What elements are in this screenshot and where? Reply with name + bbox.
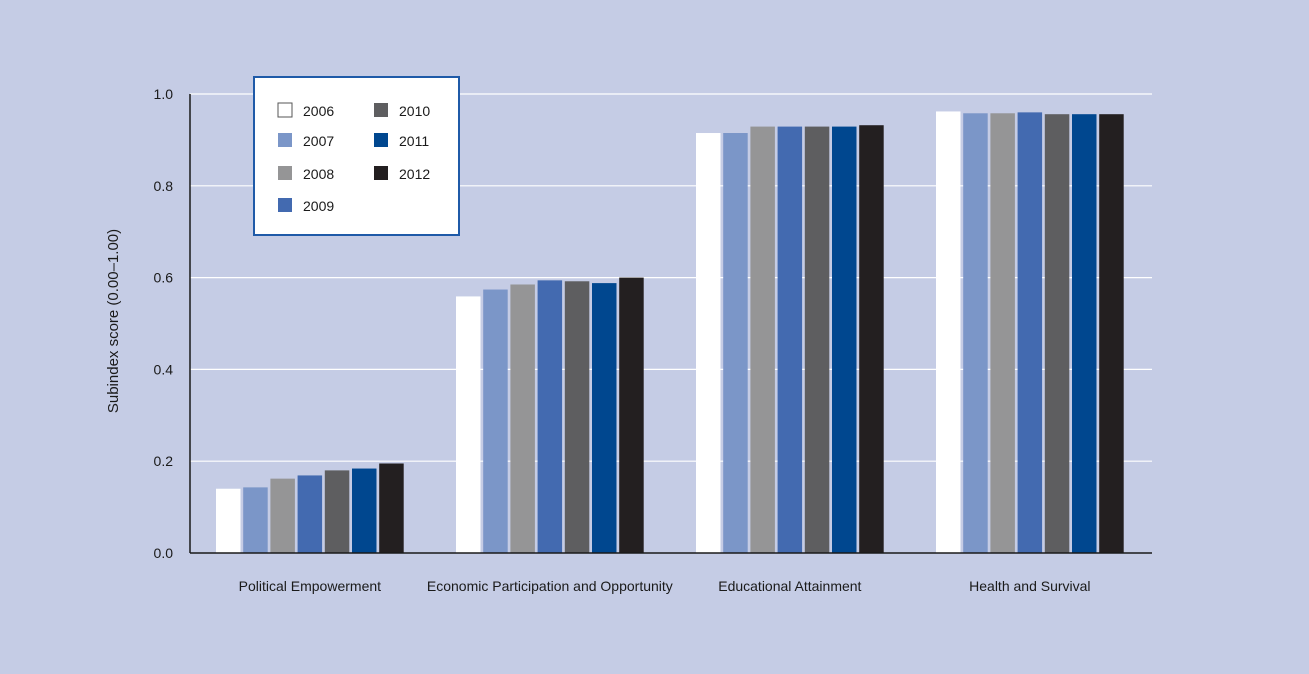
x-category-label: Political Empowerment	[239, 578, 381, 594]
legend-swatch-2012	[374, 166, 388, 180]
bar-2006-0	[216, 488, 241, 553]
bar-2011-3	[1072, 114, 1097, 554]
bar-2007-1	[483, 289, 508, 553]
bar-2010-1	[564, 281, 590, 553]
legend-swatch-2008	[278, 166, 292, 180]
bar-2009-3	[1017, 112, 1043, 554]
bar-2010-0	[324, 470, 350, 553]
x-category-label: Health and Survival	[969, 578, 1090, 594]
bar-2010-3	[1044, 114, 1070, 554]
bar-2009-0	[297, 475, 323, 553]
legend-label-2008: 2008	[303, 166, 334, 182]
bar-2008-0	[270, 478, 295, 553]
bar-2011-0	[352, 468, 377, 553]
bar-2006-1	[456, 296, 481, 553]
y-tick-label: 1.0	[154, 86, 174, 102]
legend-label-2009: 2009	[303, 198, 334, 214]
x-category-label: Economic Participation and Opportunity	[427, 578, 673, 594]
legend-swatch-2009	[278, 198, 292, 212]
legend-label-2012: 2012	[399, 166, 430, 182]
bar-2007-0	[243, 487, 268, 553]
legend-swatch-2007	[278, 133, 292, 147]
y-axis-title: Subindex score (0.00–1.00)	[105, 229, 122, 413]
bar-2009-1	[537, 280, 563, 553]
axes: 0.0 0.2 0.4 0.6 0.8 1.0 Political Empowerment E…	[154, 86, 1152, 594]
legend-label-2006: 2006	[303, 103, 334, 119]
bar-2007-2	[723, 133, 748, 553]
bar-2011-2	[832, 126, 857, 554]
legend-label-2010: 2010	[399, 103, 430, 119]
bars	[216, 111, 1124, 554]
bar-2007-3	[963, 113, 988, 553]
legend-swatch-2006	[277, 102, 293, 118]
bar-2008-2	[750, 126, 775, 554]
y-tick-label: 0.6	[154, 270, 174, 286]
bar-2008-1	[510, 284, 535, 553]
y-tick-label: 0.0	[154, 545, 174, 561]
legend-label-2011: 2011	[399, 133, 429, 149]
legend-label-2007: 2007	[303, 133, 334, 149]
bar-2006-3	[936, 111, 961, 553]
bar-2009-2	[777, 126, 803, 554]
x-category-label: Educational Attainment	[718, 578, 861, 594]
bar-2011-1	[592, 283, 617, 553]
legend: 2006 2007 2008 2009 2010 2011 2012	[253, 76, 460, 236]
y-tick-label: 0.2	[154, 453, 174, 469]
y-tick-label: 0.4	[154, 361, 174, 377]
bar-2006-2	[696, 133, 721, 553]
bar-2008-3	[990, 113, 1015, 553]
bar-2012-2	[859, 125, 884, 553]
bar-2012-3	[1099, 114, 1124, 554]
legend-swatch-2010	[374, 103, 388, 117]
y-tick-label: 0.8	[154, 178, 174, 194]
legend-swatch-2011	[374, 133, 388, 147]
bar-2010-2	[804, 126, 830, 554]
bar-2012-0	[379, 463, 404, 553]
bar-2012-1	[619, 277, 644, 553]
